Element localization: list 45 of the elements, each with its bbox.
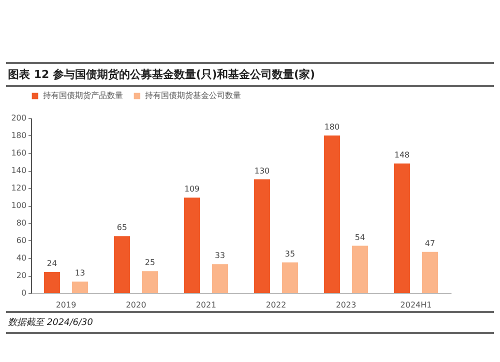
bar	[352, 246, 368, 293]
data-label: 148	[394, 150, 410, 160]
y-tick-label: 40	[16, 254, 26, 262]
data-label: 33	[214, 251, 226, 260]
legend-label: 持有国债期货产品数量	[43, 91, 123, 100]
y-tick-label: 80	[16, 218, 26, 228]
x-tick-label: 2019	[56, 300, 76, 310]
data-label: 180	[324, 122, 340, 132]
bar	[422, 252, 438, 293]
bar	[44, 272, 60, 293]
y-tick-label: 180	[11, 131, 26, 140]
x-tick-label: 2023	[336, 300, 356, 310]
x-tick-label: 2021	[196, 300, 216, 310]
legend-label: 持有国债期货基金公司数量	[145, 91, 241, 100]
y-tick-label: 200	[11, 114, 26, 122]
y-tick-label: 160	[11, 148, 26, 158]
bar	[282, 262, 298, 293]
data-label: 13	[74, 268, 86, 278]
y-tick-label: 60	[16, 236, 26, 245]
data-label: 47	[424, 238, 436, 248]
text: 数据截至 2024/6/30	[6, 311, 494, 334]
chart-title: 图表 12 参与国债期货的公募基金数量(只)和基金公司数量(家)	[6, 62, 494, 87]
data-label: 130	[254, 166, 270, 176]
bar	[324, 136, 340, 293]
data-label: 109	[184, 184, 200, 194]
data-label: 35	[284, 249, 296, 258]
y-tick-label: 20	[16, 271, 26, 280]
bar	[114, 236, 130, 293]
bar	[184, 198, 200, 293]
x-tick-label: 2020	[126, 300, 146, 310]
bar	[212, 264, 228, 293]
bar	[72, 282, 88, 293]
y-tick-label: 140	[11, 166, 26, 175]
bar	[142, 271, 158, 293]
y-tick-label: 100	[11, 201, 26, 210]
y-tick-label: 0	[21, 288, 26, 298]
data-label: 65	[116, 223, 128, 232]
data-label: 25	[144, 258, 156, 268]
y-tick-label: 120	[11, 184, 26, 192]
bar	[394, 164, 410, 293]
data-label: 24	[46, 259, 58, 268]
x-tick-label: 2024H1	[400, 300, 432, 310]
x-tick-label: 2022	[266, 300, 286, 310]
data-label: 54	[354, 232, 366, 242]
bar	[254, 179, 270, 293]
